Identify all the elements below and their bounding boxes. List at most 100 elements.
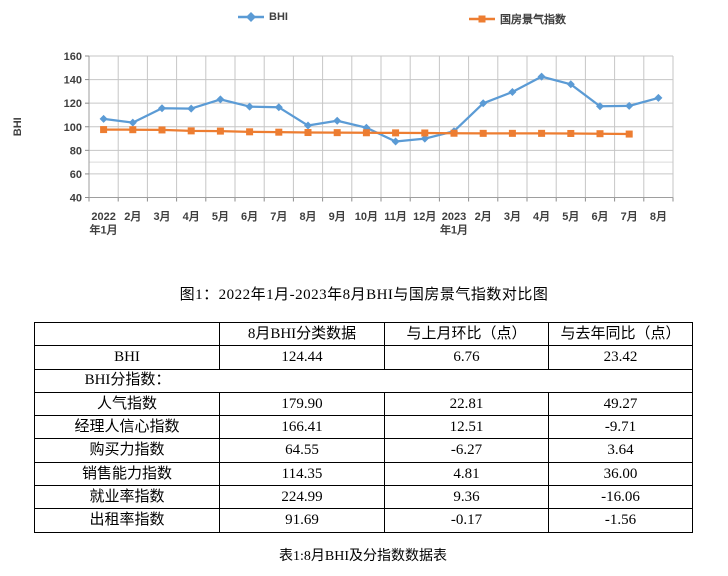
legend-item-bhi: BHI [238,11,288,23]
data-point-marker [304,121,312,130]
y-axis-tick-label: 80 [70,145,82,157]
data-point-marker [128,118,137,127]
x-axis-tick-label: 7月 [270,210,287,223]
x-axis-tick-label: 10月 [355,210,378,223]
data-point-marker [392,129,400,137]
y-axis-tick-label: 40 [70,193,82,205]
legend-label-bhi: BHI [269,11,288,23]
y-axis-tick-label: 100 [64,122,82,134]
table-row: 就业率指数 224.99 9.36 -16.06 [34,485,693,510]
data-point-marker [538,129,546,137]
x-axis-tick-label: 6月 [241,210,258,223]
data-point-marker [537,72,546,81]
value-cell: -9.71 [548,415,693,440]
bhi-line-marker-icon [238,12,264,22]
data-point-marker [654,93,663,102]
climate-line-marker-icon [469,15,495,23]
data-point-marker [625,101,634,110]
y-axis-title: BHI [12,117,24,136]
row-label-cell: 销售能力指数 [34,461,220,487]
data-point-marker [625,130,633,138]
data-point-marker [566,80,575,89]
table-header-cell-1: 8月BHI分类数据 [219,321,385,347]
data-point-marker [479,129,487,137]
x-axis-tick-label: 12月 [413,210,436,223]
data-point-marker [245,102,254,111]
data-point-marker [362,129,370,137]
row-label-cell: 人气指数 [34,391,220,417]
table-row: 购买力指数 64.55 -6.27 3.64 [34,438,693,463]
table-row: 人气指数 179.90 22.81 49.27 [34,391,693,417]
x-axis-tick-label: 4月 [183,210,200,223]
x-axis-tick-label: 7月 [621,210,638,223]
data-point-marker [129,126,137,134]
table-header-row: 8月BHI分类数据 与上月环比（点） 与去年同比（点） [34,321,693,347]
value-cell: -0.17 [384,508,549,533]
data-point-marker [158,104,166,113]
value-cell: 9.36 [384,485,549,510]
value-cell: 36.00 [548,461,693,487]
value-cell: 224.99 [219,485,385,510]
x-axis-tick-label: 2022 年1月 [90,211,118,237]
value-cell: 23.42 [548,345,693,370]
series-line-BHI [103,75,659,143]
value-cell: 22.81 [384,391,549,417]
value-cell: 166.41 [219,415,385,440]
table-row: 经理人信心指数 166.41 12.51 -9.71 [34,415,693,440]
data-point-marker [450,129,458,137]
table-header-cell-3: 与去年同比（点） [548,321,693,347]
table-caption: 表1:8月BHI及分指数数据表 [279,549,447,564]
data-point-marker [304,129,312,137]
value-cell: 6.76 [384,345,549,370]
x-axis-tick-label: 8月 [299,210,316,223]
data-point-marker [391,137,400,146]
bhi-comparison-line-chart: 40 60 80 100 120 140 160 2022 年1月 2月 3月 4月 5月 6月 7月 8月 9… [12,51,674,237]
row-label-cell: BHI [34,345,220,370]
data-point-marker [420,134,429,143]
value-cell: 64.55 [219,438,385,463]
data-point-marker [275,128,283,136]
data-point-marker [596,102,604,111]
y-axis-tick-label: 120 [64,98,82,110]
y-axis-tick-label: 160 [64,51,82,63]
data-point-marker [158,126,166,134]
x-axis-tick-label: 4月 [533,210,550,223]
bhi-data-table: 8月BHI分类数据 与上月环比（点） 与去年同比（点） BHI 124.44 6.76 2… [34,321,693,533]
data-point-marker [187,127,195,135]
value-cell: -6.27 [384,438,549,463]
y-axis-tick-label: 60 [70,169,82,181]
data-point-marker [246,128,254,136]
data-point-marker [508,87,517,96]
value-cell: 91.69 [219,508,385,533]
row-label-cell: 经理人信心指数 [34,415,220,440]
x-axis-tick-label: 5月 [562,210,579,223]
row-label-cell: 购买力指数 [34,438,220,463]
x-axis-tick-label: 8月 [650,210,667,223]
x-axis-tick-label: 3月 [504,210,521,223]
data-point-marker [216,95,225,104]
value-cell: 179.90 [219,391,385,417]
data-point-marker [333,116,342,125]
x-axis-tick-label: 5月 [212,210,229,223]
legend-label-climate-index: 国房景气指数 [500,14,566,26]
value-cell: 49.27 [548,391,693,417]
data-point-marker [100,126,108,134]
data-point-marker [187,104,196,113]
data-point-marker [216,127,224,135]
data-point-marker [567,129,575,137]
value-cell: 3.64 [548,438,693,463]
row-label-cell: 出租率指数 [34,508,220,533]
data-point-marker [99,114,108,123]
y-axis-tick-label: 140 [64,75,82,87]
data-point-marker [421,129,429,137]
x-axis-tick-label: 9月 [329,210,346,223]
value-cell: 4.81 [384,461,549,487]
table-row: 出租率指数 91.69 -0.17 -1.56 [34,508,693,533]
data-point-marker [333,129,341,137]
value-cell: 124.44 [219,345,385,370]
table-row: 销售能力指数 114.35 4.81 36.00 [34,461,693,487]
x-axis-tick-label: 2月 [124,210,141,223]
figure-caption: 图1：2022年1月-2023年8月BHI与国房景气指数对比图 [179,287,549,303]
legend-item-climate-index: 国房景气指数 [469,11,566,27]
